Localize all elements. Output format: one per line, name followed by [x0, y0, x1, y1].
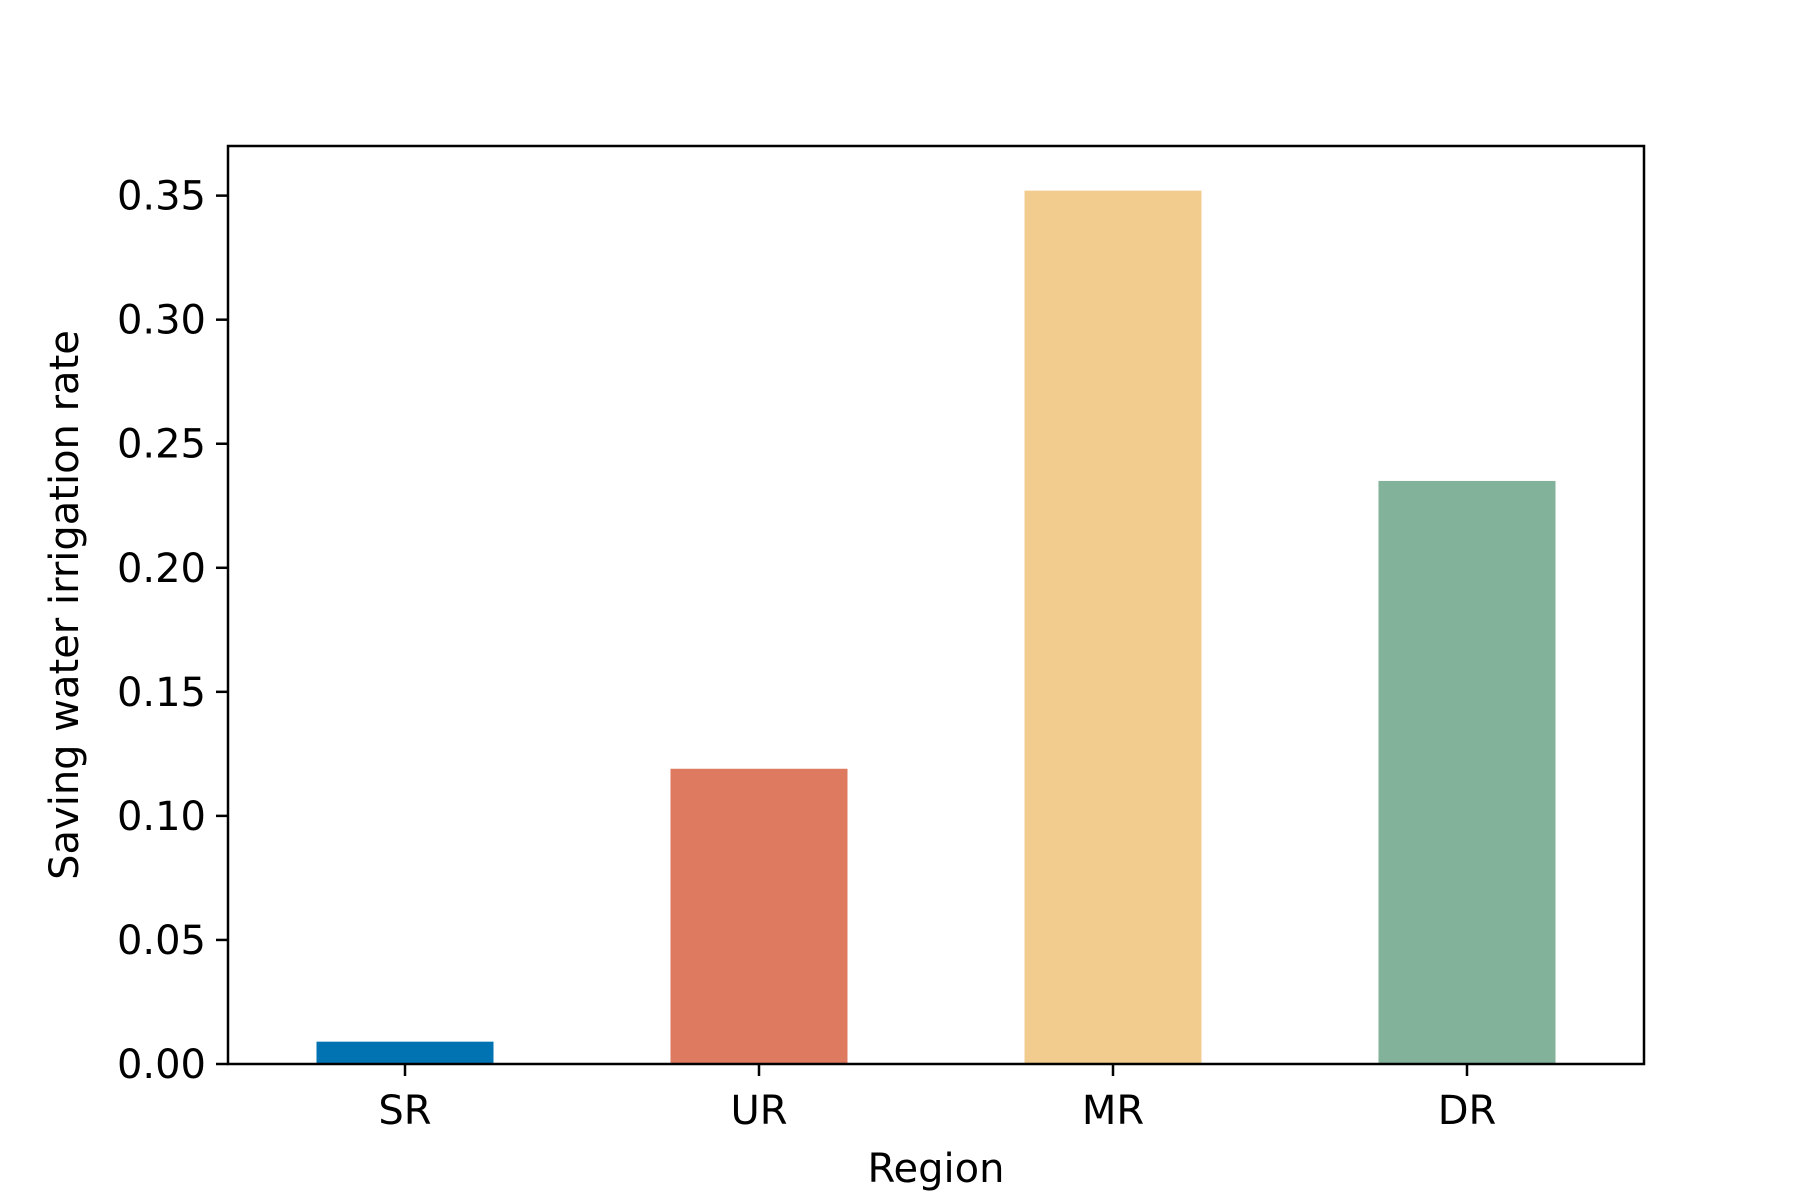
y-tick-label: 0.20	[117, 546, 206, 592]
y-tick-label: 0.25	[117, 422, 206, 468]
y-tick-label: 0.00	[117, 1042, 206, 1088]
y-tick-label: 0.10	[117, 794, 206, 840]
bar-mr	[1024, 190, 1202, 1065]
x-tick-label: DR	[1438, 1088, 1497, 1134]
bars-group	[316, 190, 1556, 1065]
y-tick-label: 0.05	[117, 918, 206, 964]
y-axis-label: Saving water irrigation rate	[42, 330, 88, 880]
y-tick-label: 0.35	[117, 174, 206, 220]
y-axis: 0.00 0.05 0.10 0.15 0.20 0.25 0.30 0.35	[117, 174, 228, 1088]
x-tick-label: MR	[1082, 1088, 1144, 1134]
plot-frame	[226, 144, 1646, 1066]
x-tick-label: SR	[378, 1088, 431, 1134]
bar-ur	[670, 768, 848, 1064]
y-tick-label: 0.30	[117, 298, 206, 344]
bar-sr	[316, 1041, 494, 1064]
x-axis-label: Region	[868, 1146, 1005, 1192]
bar-dr	[1378, 480, 1556, 1065]
x-axis: SR UR MR DR	[378, 1064, 1496, 1134]
y-tick-label: 0.15	[117, 670, 206, 716]
x-tick-label: UR	[730, 1088, 787, 1134]
